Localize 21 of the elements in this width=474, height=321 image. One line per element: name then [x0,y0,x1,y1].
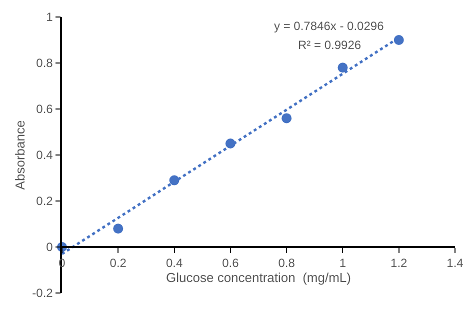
y-tick-label: 0.4 [36,148,54,162]
x-axis-title: Glucose concentration (mg/mL) [166,270,351,286]
point [113,224,124,234]
x-tick-label: 1 [339,256,346,270]
x-tick-label: 0.8 [278,256,296,270]
y-tick-label: -0.2 [32,286,54,300]
annotation: y = 0.7846x - 0.0296 [274,19,384,33]
x-tick-label: 0.6 [222,256,240,270]
annotation: R² = 0.9926 [298,38,362,52]
y-tick-label: 1 [46,10,54,24]
point [282,113,292,124]
x-tick-label: 1.4 [446,256,464,270]
x-tick-label: 0.2 [110,256,127,270]
y-axis-title: Absorbance [12,120,28,190]
y-tick-label: 0.8 [36,56,54,70]
y-tick-label: 0.6 [36,102,54,116]
y-tick-label: 0 [46,240,54,254]
x-tick-label: 0.4 [166,256,183,270]
point [338,62,348,73]
y-tick-label: 0.2 [36,194,54,208]
x-tick-label: 1.2 [390,256,408,270]
